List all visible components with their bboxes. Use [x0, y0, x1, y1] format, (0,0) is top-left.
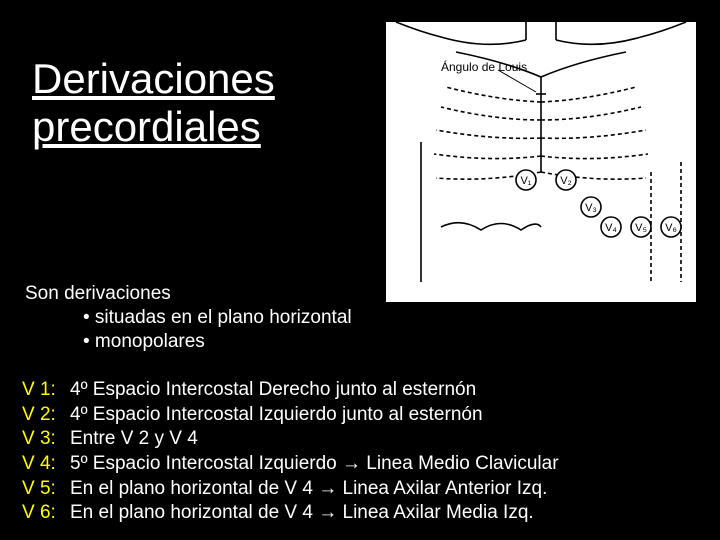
lead-row-v2: V 2: 4º Espacio Intercostal Izquierdo ju… — [22, 403, 559, 428]
lead-label: V 5: — [22, 477, 70, 502]
lead-desc: Entre V 2 y V 4 — [70, 427, 198, 452]
lead-v3-label: V₃ — [585, 202, 597, 214]
lead-desc: 4º Espacio Intercostal Izquierdo junto a… — [70, 403, 483, 428]
lead-v1-label: V₁ — [520, 175, 531, 187]
lead-label: V 6: — [22, 501, 70, 526]
intro-text: Son derivaciones • situadas en el plano … — [25, 282, 352, 353]
slide: Derivaciones precordiales Ángulo de Loui… — [0, 0, 720, 540]
lead-v6-label: V₆ — [665, 222, 677, 234]
lead-row-v4: V 4: 5º Espacio Intercostal Izquierdo → … — [22, 452, 559, 477]
chest-diagram: Ángulo de Louis — [386, 22, 696, 302]
lead-row-v5: V 5: En el plano horizontal de V 4 → Lin… — [22, 477, 559, 502]
intro-bullet1: • situadas en el plano horizontal — [25, 306, 352, 330]
lead-desc: En el plano horizontal de V 4 → Linea Ax… — [70, 477, 547, 502]
lead-v2-label: V₂ — [560, 175, 572, 187]
title-line1: Derivaciones — [32, 55, 275, 102]
lead-desc: En el plano horizontal de V 4 → Linea Ax… — [70, 501, 534, 526]
lead-label: V 3: — [22, 427, 70, 452]
lead-row-v1: V 1: 4º Espacio Intercostal Derecho junt… — [22, 378, 559, 403]
chest-svg: V₁ V₂ V₃ V₄ V₅ V₆ — [386, 22, 696, 302]
lead-v4-label: V₄ — [605, 222, 617, 234]
lead-label: V 2: — [22, 403, 70, 428]
lead-row-v6: V 6: En el plano horizontal de V 4 → Lin… — [22, 501, 559, 526]
lead-desc: 4º Espacio Intercostal Derecho junto al … — [70, 378, 476, 403]
intro-bullet2: • monopolares — [25, 330, 352, 354]
intro-line1: Son derivaciones — [25, 282, 352, 306]
lead-label: V 4: — [22, 452, 70, 477]
angle-of-louis-label: Ángulo de Louis — [441, 60, 527, 74]
lead-label: V 1: — [22, 378, 70, 403]
lead-desc: 5º Espacio Intercostal Izquierdo → Linea… — [70, 452, 559, 477]
title-line2: precordiales — [32, 103, 261, 150]
leads-list: V 1: 4º Espacio Intercostal Derecho junt… — [22, 378, 559, 526]
lead-v5-label: V₅ — [635, 222, 647, 234]
lead-row-v3: V 3: Entre V 2 y V 4 — [22, 427, 559, 452]
slide-title: Derivaciones precordiales — [32, 55, 275, 152]
